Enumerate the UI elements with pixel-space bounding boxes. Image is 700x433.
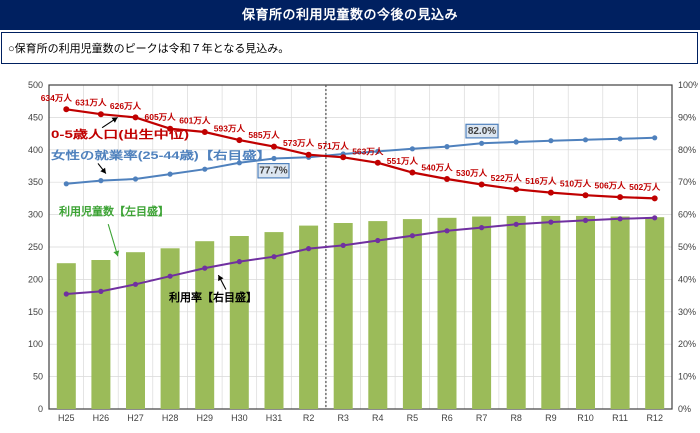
svg-text:300: 300 [28,210,43,220]
svg-text:0%: 0% [678,404,691,414]
svg-text:30%: 30% [678,307,696,317]
svg-text:626万人: 626万人 [110,101,142,111]
svg-text:H27: H27 [127,413,144,423]
svg-text:510万人: 510万人 [560,179,592,189]
svg-text:250: 250 [28,242,43,252]
svg-text:R11: R11 [612,413,628,423]
svg-text:200: 200 [28,274,43,284]
svg-text:0: 0 [38,404,43,414]
svg-text:H30: H30 [231,413,248,423]
svg-text:20%: 20% [678,339,696,349]
svg-text:593万人: 593万人 [214,124,246,134]
svg-text:150: 150 [28,307,43,317]
svg-text:利用率【右目盛】: 利用率【右目盛】 [169,290,257,304]
svg-text:601万人: 601万人 [179,116,211,126]
svg-text:H29: H29 [197,413,214,423]
svg-text:50%: 50% [678,242,696,252]
svg-text:H31: H31 [266,413,283,423]
svg-text:631万人: 631万人 [75,98,107,108]
svg-text:500: 500 [28,80,43,90]
svg-text:H28: H28 [162,413,179,423]
svg-text:585万人: 585万人 [248,130,280,140]
svg-text:R12: R12 [646,413,663,423]
svg-text:0-5歳人口(出生中位): 0-5歳人口(出生中位) [51,127,189,141]
svg-text:R7: R7 [476,413,488,423]
svg-text:563万人: 563万人 [352,146,384,156]
svg-text:利用児童数【左目盛】: 利用児童数【左目盛】 [59,204,169,218]
svg-text:540万人: 540万人 [421,163,453,173]
svg-text:R3: R3 [337,413,349,423]
svg-text:522万人: 522万人 [491,173,523,183]
svg-text:60%: 60% [678,210,696,220]
svg-text:70%: 70% [678,177,696,187]
svg-text:571万人: 571万人 [318,141,350,151]
svg-text:R9: R9 [545,413,557,423]
svg-text:634万人: 634万人 [41,93,73,103]
svg-text:50: 50 [33,372,43,382]
svg-text:502万人: 502万人 [629,182,661,192]
svg-text:R6: R6 [441,413,453,423]
svg-text:R5: R5 [407,413,419,423]
svg-text:506万人: 506万人 [595,181,627,191]
svg-text:100: 100 [28,339,43,349]
svg-text:605万人: 605万人 [145,112,177,122]
svg-text:551万人: 551万人 [387,156,419,166]
svg-text:10%: 10% [678,372,696,382]
svg-text:R4: R4 [372,413,384,423]
svg-text:573万人: 573万人 [283,138,315,148]
svg-text:R2: R2 [303,413,315,423]
svg-text:H25: H25 [58,413,75,423]
svg-text:H26: H26 [93,413,110,423]
svg-text:80%: 80% [678,145,696,155]
svg-text:R8: R8 [510,413,522,423]
svg-text:90%: 90% [678,112,696,122]
svg-text:450: 450 [28,112,43,122]
svg-text:516万人: 516万人 [525,176,557,186]
svg-text:女性の就業率(25-44歳)【右目盛】: 女性の就業率(25-44歳)【右目盛】 [51,148,271,162]
svg-text:100%: 100% [678,80,698,90]
svg-text:530万人: 530万人 [456,168,488,178]
svg-text:40%: 40% [678,274,696,284]
svg-text:82.0%: 82.0% [468,126,496,137]
svg-text:77.7%: 77.7% [259,166,287,177]
svg-text:400: 400 [28,145,43,155]
svg-text:R10: R10 [577,413,594,423]
svg-text:350: 350 [28,177,43,187]
